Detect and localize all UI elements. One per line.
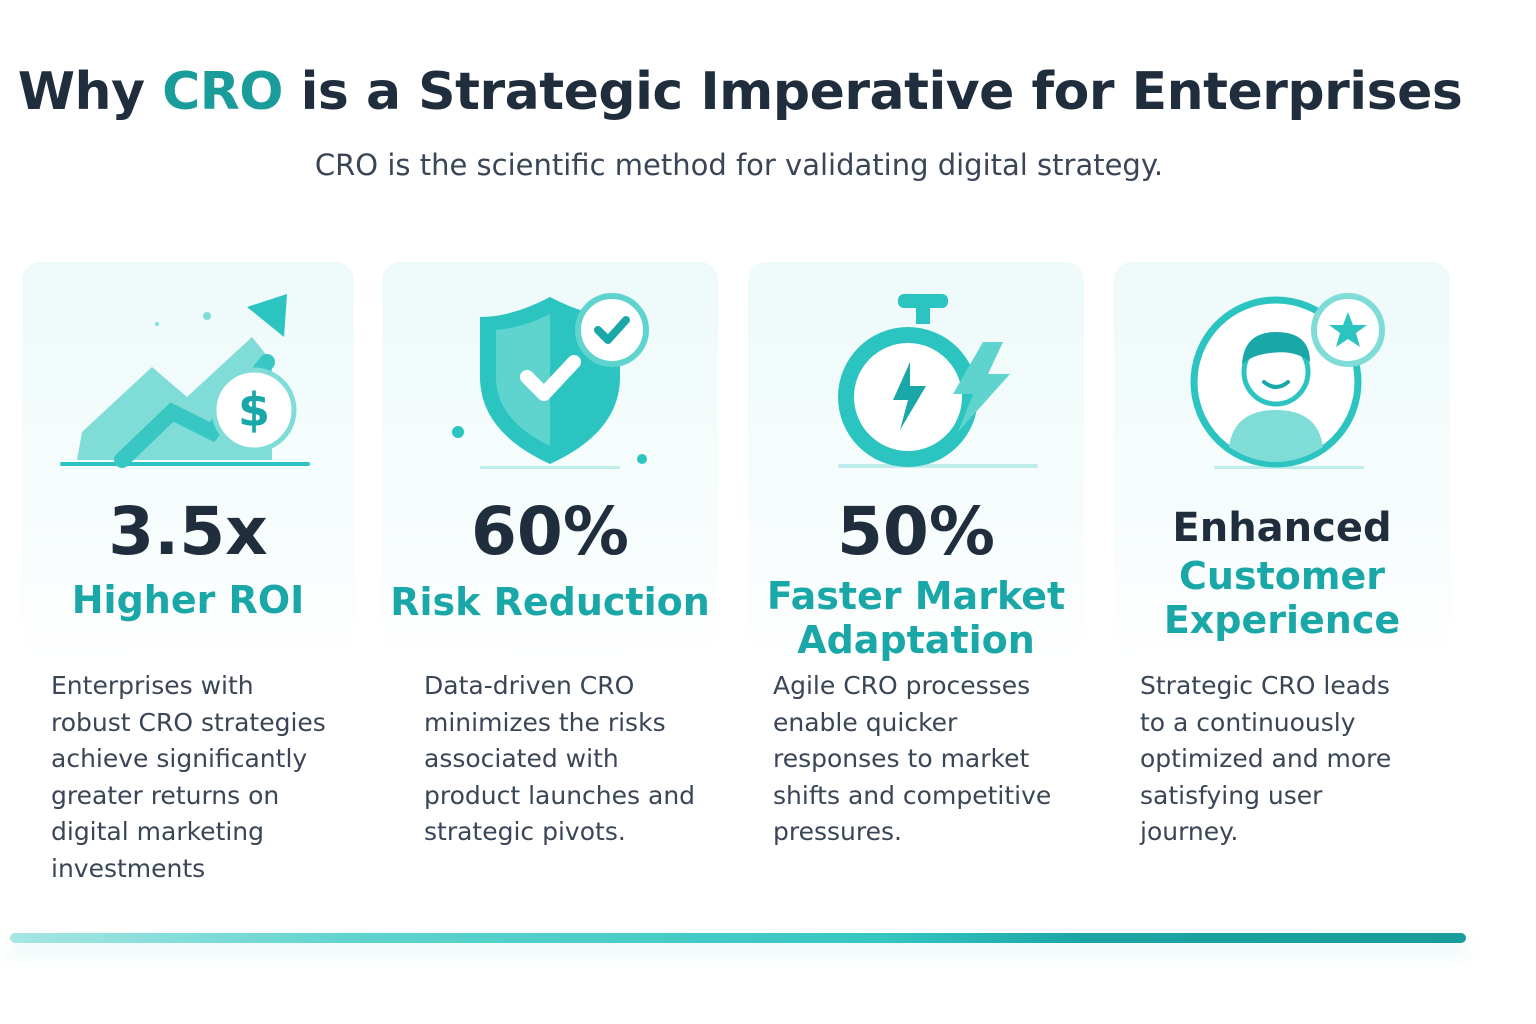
icon-shield — [452, 293, 649, 469]
card-body: Strategic CRO leads to a continuously op… — [1140, 671, 1392, 846]
title: Why CRO is a Strategic Imperative for En… — [0, 62, 1480, 122]
card-body: Agile CRO processes enable quicker respo… — [773, 671, 1052, 846]
icon-stopwatch — [838, 294, 1038, 468]
stat: 50% — [837, 493, 995, 570]
icon-customer — [1190, 293, 1385, 469]
stat: Enhanced — [1172, 505, 1392, 551]
title-highlight: CRO — [162, 62, 283, 122]
card: 60% Risk Reduction — [382, 262, 718, 662]
title-part: Why — [17, 62, 145, 122]
subtitle: CRO is the scientific method for validat… — [314, 148, 1164, 182]
stat: 3.5x — [108, 493, 268, 570]
icon-growth: $ — [60, 294, 310, 468]
card-body: Enterprises with robust CRO strategies a… — [51, 671, 326, 883]
card: $ 3.5x Higher ROI — [22, 262, 354, 662]
stat: 60% — [471, 493, 629, 570]
label: Risk Reduction — [390, 580, 710, 624]
title-part: is a Strategic Imperative for Enterprise… — [300, 62, 1463, 122]
svg-text:$: $ — [238, 383, 270, 437]
footer-bar — [10, 933, 1466, 943]
label: Customer Experience — [1163, 554, 1401, 642]
card-body: Data-driven CRO minimizes the risks asso… — [424, 671, 696, 846]
label: Faster Market Adaptation — [766, 574, 1066, 662]
card: 50% Faster Market Adaptation — [748, 262, 1084, 662]
card: Enhanced Customer Experience — [1114, 262, 1450, 662]
label: Higher ROI — [71, 578, 305, 622]
